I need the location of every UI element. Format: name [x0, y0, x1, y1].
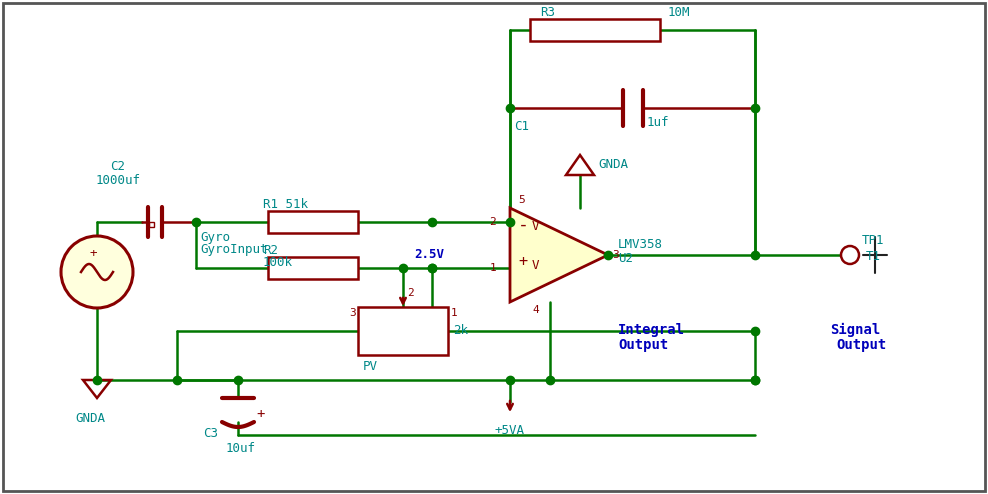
Text: 10M: 10M: [668, 6, 691, 19]
Text: Gyro: Gyro: [200, 231, 230, 244]
Bar: [268, 211, 358, 233]
Text: +5VA: +5VA: [494, 423, 524, 437]
Text: V: V: [532, 220, 539, 233]
Text: C3: C3: [203, 426, 218, 440]
Text: 4: 4: [532, 305, 538, 315]
Text: 100k: 100k: [263, 256, 293, 270]
Bar: [149, 222, 154, 227]
Circle shape: [61, 236, 133, 308]
Text: PV: PV: [363, 361, 378, 373]
Text: R3: R3: [540, 6, 555, 19]
Text: LMV358: LMV358: [618, 239, 663, 251]
Text: Output: Output: [618, 338, 668, 352]
Polygon shape: [510, 208, 608, 302]
Bar: [268, 257, 358, 279]
Text: +: +: [518, 254, 528, 269]
Text: 2: 2: [489, 217, 496, 227]
Bar: [358, 307, 448, 355]
Circle shape: [841, 246, 859, 264]
Text: 10uf: 10uf: [226, 442, 256, 454]
Text: 3: 3: [612, 250, 618, 260]
Text: 1: 1: [451, 308, 457, 318]
Text: Output: Output: [836, 338, 886, 352]
Text: 2: 2: [407, 288, 414, 298]
Text: 3: 3: [349, 308, 356, 318]
Text: Integral: Integral: [618, 323, 685, 337]
Text: GNDA: GNDA: [75, 412, 105, 424]
Text: Signal: Signal: [830, 323, 880, 337]
Text: 1: 1: [489, 263, 496, 273]
Text: T1: T1: [866, 250, 881, 263]
Text: 2.5V: 2.5V: [414, 247, 444, 260]
Text: 5: 5: [518, 195, 525, 205]
Bar: [530, 19, 660, 41]
Text: V: V: [532, 259, 539, 272]
Text: U2: U2: [618, 252, 633, 265]
Text: 1uf: 1uf: [646, 116, 669, 128]
Text: C2: C2: [110, 161, 125, 173]
Text: TP1: TP1: [862, 235, 884, 247]
Text: GNDA: GNDA: [598, 159, 628, 171]
Text: 1000uf: 1000uf: [96, 173, 141, 187]
Text: 2k: 2k: [453, 325, 468, 337]
Text: GyroInput: GyroInput: [200, 244, 268, 256]
Text: +: +: [256, 407, 265, 421]
Text: R1 51k: R1 51k: [263, 199, 308, 211]
Text: R2: R2: [263, 244, 278, 256]
Text: -: -: [518, 215, 529, 234]
Text: +: +: [89, 247, 97, 260]
Text: C1: C1: [514, 120, 529, 132]
